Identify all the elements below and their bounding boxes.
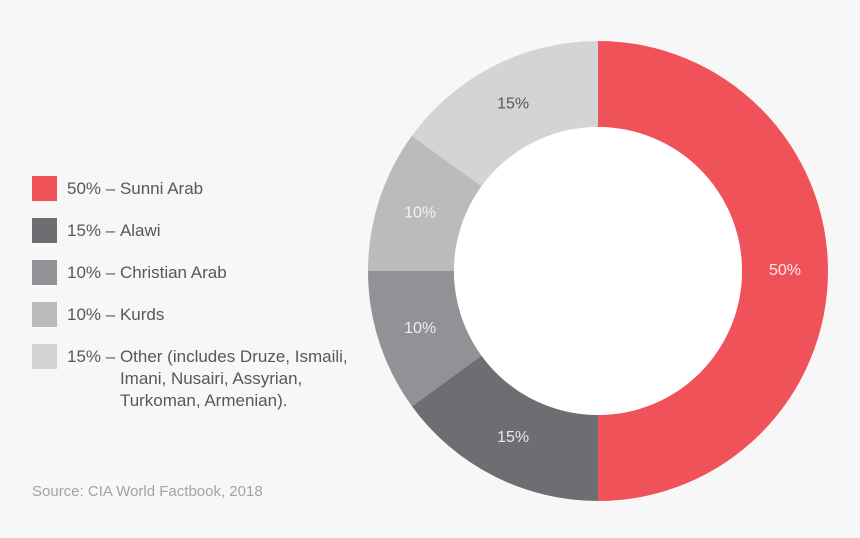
legend-item-sunni-arab: 50% – Sunni Arab <box>32 176 352 201</box>
legend-swatch <box>32 344 57 369</box>
donut-hole <box>454 127 742 415</box>
legend-label: Christian Arab <box>119 263 227 282</box>
legend-item-kurds: 10% – Kurds <box>32 302 352 327</box>
donut-segment-sunni-arab <box>598 41 828 501</box>
donut-data-labels: 50% 15% 10% 10% 15% <box>404 96 801 446</box>
legend-label: Kurds <box>119 305 165 324</box>
legend-label: Alawi <box>119 221 161 240</box>
legend-swatch <box>32 176 57 201</box>
data-label-sunni-arab: 50% <box>769 262 801 279</box>
donut-segments <box>368 40 828 501</box>
source-note: Source: CIA World Factbook, 2018 <box>32 483 263 500</box>
donut-segment-alawi <box>411 355 598 501</box>
legend-percent: 15% – <box>67 221 120 240</box>
donut-segment-other <box>411 40 598 187</box>
legend-percent: 10% – <box>67 305 120 324</box>
donut-segment-kurds <box>368 135 482 271</box>
legend-item-other: 15% – Other (includes Druze, Ismaili, Im… <box>32 344 352 412</box>
data-label-alawi: 15% <box>497 429 529 446</box>
data-label-christian-arab: 10% <box>404 320 436 337</box>
legend-swatch <box>32 218 57 243</box>
legend-label: Sunni Arab <box>119 179 204 198</box>
donut-segment-christian-arab <box>368 271 482 407</box>
legend-item-christian-arab: 10% – Christian Arab <box>32 260 352 285</box>
legend-percent: 15% – <box>67 347 120 366</box>
chart-legend: 50% – Sunni Arab 15% – Alawi 10% – Chris… <box>32 176 352 429</box>
legend-swatch <box>32 302 57 327</box>
legend-swatch <box>32 260 57 285</box>
data-label-kurds: 10% <box>404 204 436 221</box>
legend-label: Other (includes Druze, Ismaili, Imani, N… <box>119 347 348 410</box>
legend-item-alawi: 15% – Alawi <box>32 218 352 243</box>
legend-percent: 50% – <box>67 179 120 198</box>
data-label-other: 15% <box>497 96 529 113</box>
legend-percent: 10% – <box>67 263 120 282</box>
